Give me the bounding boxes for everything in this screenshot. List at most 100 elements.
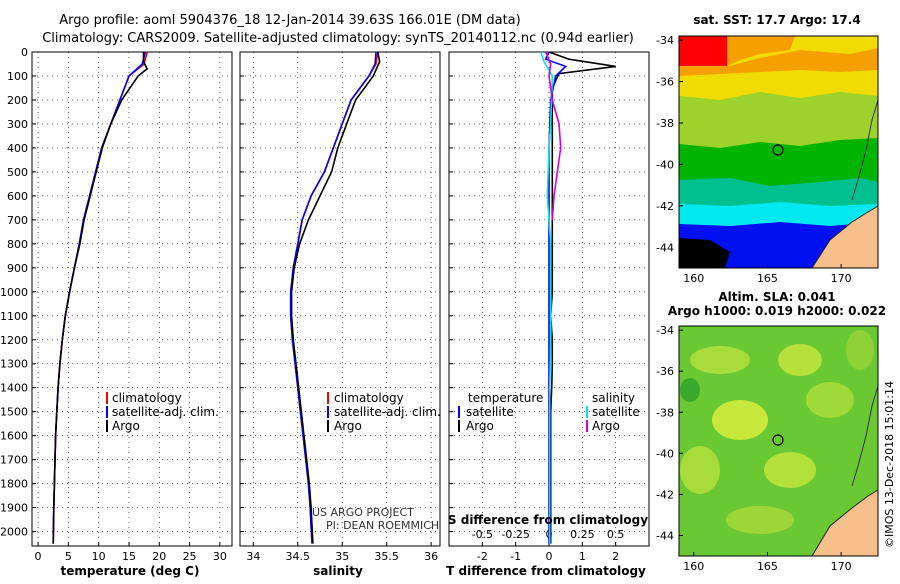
legend-label-argo: Argo bbox=[334, 419, 362, 433]
depth-tick-label: 1400 bbox=[0, 382, 28, 395]
difference-s-ticks: -0.5 -0.25 0 0.25 0.5 bbox=[472, 528, 625, 541]
sst-warm-patch bbox=[679, 36, 727, 66]
sla-map-title-2: Argo h1000: 0.019 h2000: 0.022 bbox=[668, 304, 886, 318]
s-tick-label: 0.25 bbox=[570, 528, 595, 541]
sla-map bbox=[678, 325, 879, 557]
salinity-x-ticks: 34 34.5 35 35.5 36 bbox=[246, 542, 438, 563]
depth-tick-label: 1900 bbox=[0, 502, 28, 515]
depth-tick-label: 200 bbox=[7, 94, 28, 107]
map-y-tick-label: -38 bbox=[656, 117, 674, 130]
map-x-tick-label: 160 bbox=[683, 560, 704, 573]
sst-map bbox=[678, 35, 879, 269]
map-y-tick-label: -36 bbox=[656, 365, 674, 378]
x-tick-label: 35.5 bbox=[374, 550, 399, 563]
sst-band-teal bbox=[679, 178, 878, 210]
salinity-panel bbox=[239, 51, 441, 547]
depth-axis-labels: 0 100 200 300 400 500 600 700 800 900 1000 1100 1200… bbox=[0, 46, 28, 539]
map-y-tick-label: -44 bbox=[656, 529, 674, 542]
sst-map-frame bbox=[678, 35, 879, 269]
header-line-1: Argo profile: aoml 5904376_18 12-Jan-201… bbox=[59, 13, 520, 28]
map-y-tick-label: -44 bbox=[656, 241, 674, 254]
sst-map-ticks: -34 -36 -38 -40 -42 -44 160 165 170 bbox=[656, 34, 852, 285]
map-x-tick-label: 165 bbox=[757, 272, 778, 285]
depth-tick-label: 1200 bbox=[0, 334, 28, 347]
series-line-salinity-argo bbox=[544, 52, 562, 220]
difference-x-ticks: -2 -1 0 1 2 bbox=[477, 542, 619, 563]
legend-label-satellite: satellite-adj. clim. bbox=[334, 405, 441, 419]
depth-tick-label: 1300 bbox=[0, 358, 28, 371]
sst-band-lightgreen bbox=[679, 92, 878, 150]
sla-blob bbox=[726, 506, 794, 534]
depth-tick-label: 100 bbox=[7, 70, 28, 83]
depth-tick-label: 1600 bbox=[0, 430, 28, 443]
sla-blob bbox=[680, 378, 700, 402]
temperature-legend: climatology satellite-adj. clim. Argo bbox=[106, 391, 219, 433]
depth-tick-label: 400 bbox=[7, 142, 28, 155]
imos-stamp: ©IMOS 13-Dec-2018 15:01:14 bbox=[883, 381, 896, 548]
legend-label-argo: Argo bbox=[112, 419, 140, 433]
sst-band-cyan bbox=[679, 202, 878, 228]
legend-label-climatology: climatology bbox=[334, 391, 404, 405]
salinity-legend: climatology satellite-adj. clim. Argo bbox=[327, 391, 441, 433]
sst-band-orange bbox=[727, 36, 795, 66]
series-line-argo bbox=[52, 52, 149, 544]
legend-label-climatology: climatology bbox=[112, 391, 182, 405]
s-tick-label: -0.25 bbox=[501, 528, 529, 541]
legend-label-sal-argo: Argo bbox=[592, 419, 620, 433]
sst-cold-patch bbox=[679, 238, 730, 268]
map-y-tick-label: -38 bbox=[656, 406, 674, 419]
sst-band-orange-2 bbox=[679, 48, 878, 76]
map-x-tick-label: 165 bbox=[757, 560, 778, 573]
map-x-tick-label: 160 bbox=[683, 272, 704, 285]
legend-label-satellite: satellite-adj. clim. bbox=[112, 405, 219, 419]
depth-tick-label: 900 bbox=[7, 262, 28, 275]
depth-tick-label: 700 bbox=[7, 214, 28, 227]
map-y-tick-label: -36 bbox=[656, 76, 674, 89]
x-tick-label: -1 bbox=[510, 550, 521, 563]
depth-tick-label: 800 bbox=[7, 238, 28, 251]
sla-blob bbox=[846, 330, 874, 370]
temperature-x-label: temperature (deg C) bbox=[61, 564, 200, 578]
sla-map-ticks: -34 -36 -38 -40 -42 -44 160 165 170 bbox=[656, 324, 852, 573]
map-x-tick-label: 170 bbox=[831, 560, 852, 573]
map-y-tick-label: -42 bbox=[656, 200, 674, 213]
map-y-tick-label: -34 bbox=[656, 324, 674, 337]
depth-tick-label: 300 bbox=[7, 118, 28, 131]
map-y-tick-label: -40 bbox=[656, 447, 674, 460]
x-tick-label: 10 bbox=[92, 550, 106, 563]
credit-pi: PI: DEAN ROEMMICH bbox=[326, 519, 439, 532]
x-tick-label: 36 bbox=[424, 550, 438, 563]
legend-label-sal-satellite: satellite bbox=[592, 405, 640, 419]
sla-blob bbox=[680, 446, 720, 494]
legend-label-temp-satellite: satellite bbox=[466, 405, 514, 419]
sla-map-frame bbox=[678, 325, 879, 557]
x-tick-label: 1 bbox=[579, 550, 586, 563]
x-tick-label: 20 bbox=[152, 550, 166, 563]
x-tick-label: 2 bbox=[612, 550, 619, 563]
header-line-2: Climatology: CARS2009. Satellite-adjuste… bbox=[42, 31, 634, 46]
legend-label-temp-argo: Argo bbox=[466, 419, 494, 433]
sla-coastline bbox=[851, 385, 879, 487]
map-y-tick-label: -34 bbox=[656, 34, 674, 47]
map-x-tick-label: 170 bbox=[831, 272, 852, 285]
sla-blob bbox=[712, 400, 768, 440]
sla-blob bbox=[690, 346, 750, 374]
sst-float-marker bbox=[772, 144, 784, 156]
sla-float-marker bbox=[772, 434, 784, 446]
depth-tick-label: 0 bbox=[21, 46, 28, 59]
difference-x-label: T difference from climatology bbox=[446, 564, 646, 578]
temperature-x-ticks: 0 5 10 15 20 25 30 bbox=[35, 542, 227, 563]
depth-tick-label: 2000 bbox=[0, 526, 28, 539]
x-tick-label: 15 bbox=[122, 550, 136, 563]
sla-map-title-1: Altim. SLA: 0.041 bbox=[718, 290, 835, 304]
series-line-satellite-adj-clim- bbox=[289, 52, 377, 544]
x-tick-label: -2 bbox=[477, 550, 488, 563]
map-y-tick-label: -40 bbox=[656, 158, 674, 171]
sst-coastline bbox=[851, 99, 879, 201]
series-line-argo bbox=[290, 52, 381, 544]
x-tick-label: 25 bbox=[183, 550, 197, 563]
x-tick-label: 5 bbox=[65, 550, 72, 563]
series-line-salinity-satellite bbox=[539, 52, 554, 544]
